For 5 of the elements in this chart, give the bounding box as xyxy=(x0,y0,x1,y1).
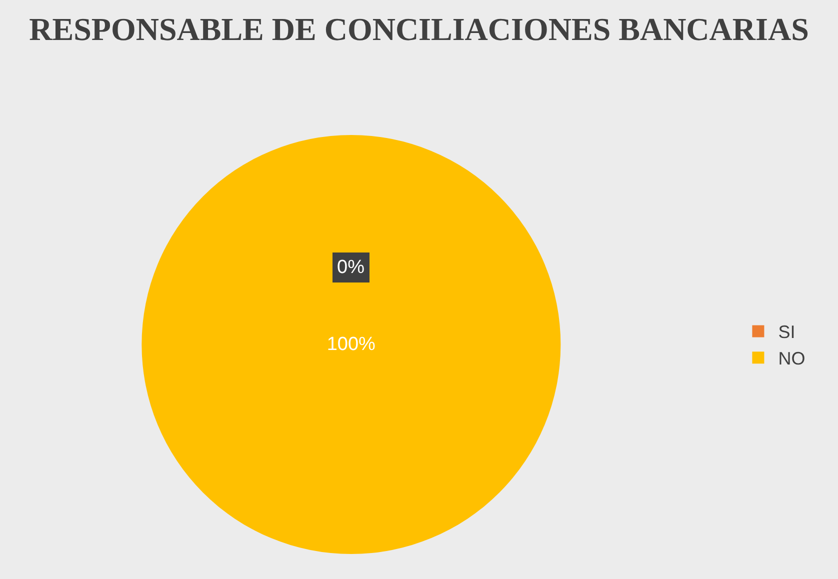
data-label: 100% xyxy=(326,334,376,355)
legend-label: NO xyxy=(778,348,806,369)
text: 0% xyxy=(337,257,364,278)
chart-title: RESPONSABLE DE CONCILIACIONES BANCARIAS xyxy=(29,10,809,47)
legend-label: SI xyxy=(778,322,796,342)
